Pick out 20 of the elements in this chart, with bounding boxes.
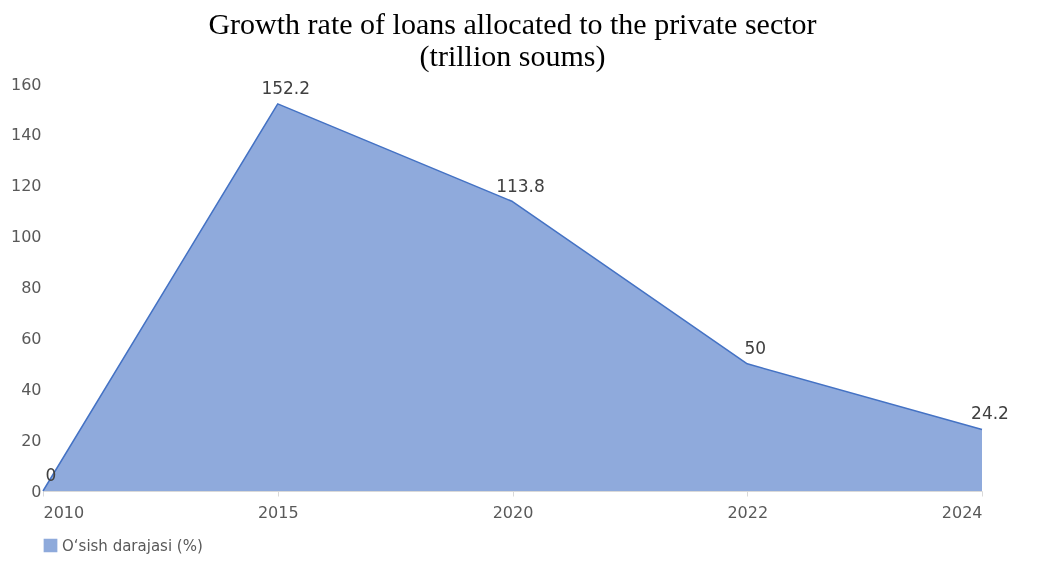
x-tick-label: 2020 bbox=[492, 502, 534, 522]
data-label: 152.2 bbox=[261, 77, 311, 98]
y-tick-label: 120 bbox=[10, 176, 42, 196]
y-tick-label: 40 bbox=[21, 379, 42, 399]
x-tick-label: 2022 bbox=[727, 502, 769, 522]
y-tick-label: 20 bbox=[21, 430, 42, 450]
data-label: 113.8 bbox=[496, 175, 545, 196]
legend-label: O‘sish darajasi (%) bbox=[62, 536, 203, 555]
x-tick-label: 2024 bbox=[941, 502, 983, 522]
y-tick-label: 160 bbox=[10, 74, 42, 94]
data-label: 24.2 bbox=[971, 403, 1009, 424]
data-label: 50 bbox=[744, 337, 767, 358]
y-tick-label: 100 bbox=[10, 227, 42, 247]
y-tick-label: 80 bbox=[21, 278, 42, 297]
y-tick-label: 60 bbox=[21, 328, 42, 348]
y-tick-label: 140 bbox=[10, 125, 42, 145]
y-tick-label: 0 bbox=[31, 481, 42, 501]
chart-title: Growth rate of loans allocated to the private sector (trillion soums) bbox=[208, 7, 817, 73]
x-tick-label: 2015 bbox=[257, 502, 299, 522]
x-tick-label: 2010 bbox=[43, 502, 85, 522]
